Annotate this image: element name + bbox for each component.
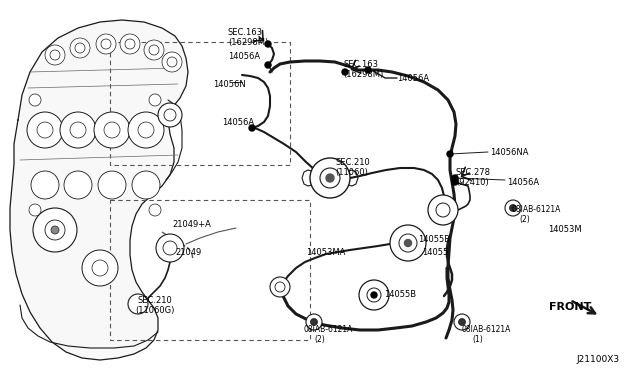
- Circle shape: [167, 57, 177, 67]
- Circle shape: [149, 204, 161, 216]
- Circle shape: [144, 40, 164, 60]
- Circle shape: [163, 241, 177, 255]
- Circle shape: [452, 175, 458, 181]
- Circle shape: [104, 122, 120, 138]
- Text: (11060G): (11060G): [135, 306, 174, 315]
- Text: 14053M: 14053M: [548, 225, 582, 234]
- Circle shape: [45, 220, 65, 240]
- Circle shape: [428, 195, 458, 225]
- Circle shape: [33, 208, 77, 252]
- Text: 14056A: 14056A: [222, 118, 254, 127]
- Circle shape: [29, 204, 41, 216]
- Text: 21049: 21049: [175, 248, 201, 257]
- Circle shape: [162, 52, 182, 72]
- Text: J21100X3: J21100X3: [576, 355, 619, 364]
- Circle shape: [51, 226, 59, 234]
- Circle shape: [149, 94, 161, 106]
- Text: 14056A: 14056A: [507, 178, 539, 187]
- Circle shape: [454, 314, 470, 330]
- Text: 14055B: 14055B: [418, 235, 450, 244]
- Circle shape: [505, 200, 521, 216]
- Circle shape: [164, 109, 176, 121]
- Circle shape: [64, 171, 92, 199]
- Circle shape: [37, 122, 53, 138]
- Text: 08IAB-6121A: 08IAB-6121A: [304, 325, 353, 334]
- Circle shape: [270, 277, 290, 297]
- Text: (16298M): (16298M): [228, 38, 268, 47]
- Circle shape: [452, 179, 458, 185]
- Circle shape: [320, 168, 340, 188]
- Circle shape: [265, 62, 271, 68]
- Circle shape: [138, 122, 154, 138]
- Circle shape: [120, 34, 140, 54]
- Circle shape: [359, 280, 389, 310]
- Circle shape: [249, 125, 255, 131]
- Circle shape: [92, 260, 108, 276]
- Text: FRONT: FRONT: [549, 302, 591, 312]
- Text: SEC.163: SEC.163: [343, 60, 378, 69]
- Text: 14056N: 14056N: [213, 80, 246, 89]
- Text: (2): (2): [519, 215, 530, 224]
- Circle shape: [29, 94, 41, 106]
- Circle shape: [70, 122, 86, 138]
- Circle shape: [509, 205, 516, 212]
- Text: (11060): (11060): [335, 168, 368, 177]
- Text: SEC.278: SEC.278: [456, 168, 491, 177]
- Circle shape: [50, 50, 60, 60]
- Circle shape: [132, 171, 160, 199]
- Text: SEC.163: SEC.163: [228, 28, 263, 37]
- Circle shape: [96, 34, 116, 54]
- Circle shape: [399, 234, 417, 252]
- Circle shape: [149, 45, 159, 55]
- Text: 08IAB-6121A: 08IAB-6121A: [511, 205, 561, 214]
- Circle shape: [158, 103, 182, 127]
- Circle shape: [128, 294, 148, 314]
- Circle shape: [367, 288, 381, 302]
- Circle shape: [82, 250, 118, 286]
- Circle shape: [45, 45, 65, 65]
- Circle shape: [436, 203, 450, 217]
- Circle shape: [75, 43, 85, 53]
- Text: SEC.210: SEC.210: [335, 158, 370, 167]
- Text: 14056A: 14056A: [397, 74, 429, 83]
- Text: 14056NA: 14056NA: [490, 148, 529, 157]
- Circle shape: [390, 225, 426, 261]
- Circle shape: [326, 174, 334, 182]
- Circle shape: [31, 171, 59, 199]
- Circle shape: [458, 318, 465, 326]
- Text: (2): (2): [314, 335, 324, 344]
- Circle shape: [365, 67, 371, 73]
- Text: 14055: 14055: [422, 248, 448, 257]
- Circle shape: [125, 39, 135, 49]
- Circle shape: [342, 69, 348, 75]
- Circle shape: [128, 112, 164, 148]
- Circle shape: [94, 112, 130, 148]
- Text: 14055B: 14055B: [384, 290, 416, 299]
- Circle shape: [447, 151, 453, 157]
- Circle shape: [98, 171, 126, 199]
- Text: 14053MA: 14053MA: [306, 248, 346, 257]
- Circle shape: [60, 112, 96, 148]
- Text: (16298M): (16298M): [343, 70, 383, 79]
- Polygon shape: [10, 20, 188, 360]
- Text: (92410): (92410): [456, 178, 489, 187]
- Text: SEC.210: SEC.210: [138, 296, 173, 305]
- Circle shape: [265, 41, 271, 47]
- Circle shape: [404, 240, 412, 247]
- Text: 08IAB-6121A: 08IAB-6121A: [462, 325, 511, 334]
- Text: 21049+A: 21049+A: [172, 220, 211, 229]
- Text: 14056A: 14056A: [228, 52, 260, 61]
- Circle shape: [275, 282, 285, 292]
- Circle shape: [310, 158, 350, 198]
- Circle shape: [306, 314, 322, 330]
- Circle shape: [310, 318, 317, 326]
- Circle shape: [70, 38, 90, 58]
- Circle shape: [101, 39, 111, 49]
- Circle shape: [27, 112, 63, 148]
- Circle shape: [156, 234, 184, 262]
- Text: (1): (1): [472, 335, 483, 344]
- Circle shape: [371, 292, 377, 298]
